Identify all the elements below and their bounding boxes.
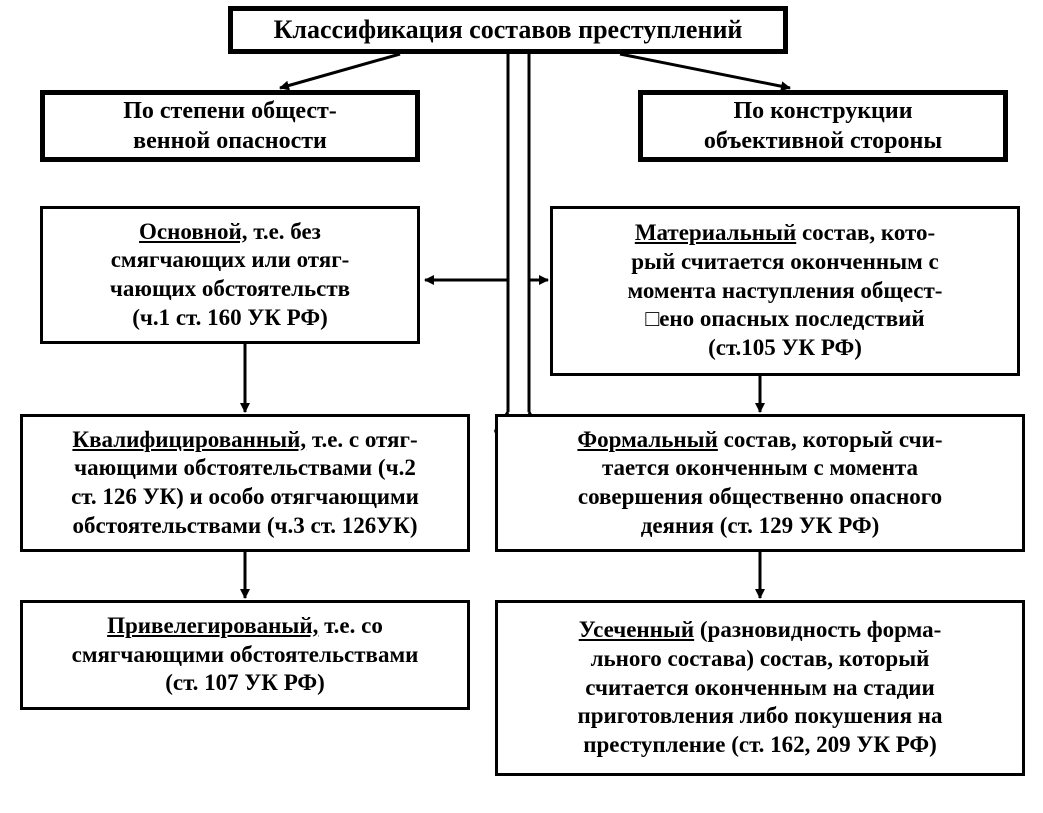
- l2-l4: обстоятельствами (ч.3 ст. 126УК): [73, 513, 418, 538]
- node-left-3: Привелегированый, т.е. со смягчающими об…: [20, 600, 470, 710]
- left-cat-line1: По степени общест-: [123, 98, 337, 124]
- r3-l3: считается оконченным на стадии: [585, 675, 934, 700]
- l1-rest1: т.е. без: [248, 219, 321, 244]
- r1-under: Материальный: [635, 220, 796, 245]
- r3-l4: приготовления либо покушения на: [577, 703, 942, 728]
- r1-l4: □ено опасных последствий: [645, 306, 924, 331]
- r3-under: Усеченный: [579, 617, 694, 642]
- r2-l3: совершения общественно опасного: [578, 484, 942, 509]
- l2-l2: чающими обстоятельствами (ч.2: [74, 455, 416, 480]
- r3-rest1: (разновидность форма-: [694, 617, 941, 642]
- l1-l3: чающих обстоятельств: [110, 276, 350, 301]
- l1-l2: смягчающих или отяг-: [111, 247, 350, 272]
- r2-rest1: состав, который счи-: [718, 427, 943, 452]
- r3-l5: преступление (ст. 162, 209 УК РФ): [583, 732, 937, 757]
- r2-l2: тается оконченным с момента: [602, 455, 918, 480]
- l3-rest1: т.е. со: [318, 613, 383, 638]
- l3-l2: смягчающими обстоятельствами: [72, 642, 419, 667]
- r2-l4: деяния (ст. 129 УК РФ): [641, 513, 880, 538]
- r1-l2: рый считается оконченным с: [631, 249, 938, 274]
- r1-rest1: состав, кото-: [796, 220, 935, 245]
- l1-l4: (ч.1 ст. 160 УК РФ): [132, 305, 328, 330]
- r1-l3: момента наступления общест-: [628, 278, 943, 303]
- l3-under: Привелегированый,: [107, 613, 318, 638]
- right-cat-line2: объективной стороны: [704, 128, 942, 154]
- node-right-3: Усеченный (разновидность форма- льного с…: [495, 600, 1025, 776]
- node-category-left: По степени общест- венной опасности: [40, 90, 420, 162]
- l2-l3: ст. 126 УК) и особо отягчающими: [71, 484, 419, 509]
- l1-under: Основной,: [139, 219, 247, 244]
- node-category-right: По конструкции объективной стороны: [638, 90, 1008, 162]
- diagram-canvas: Классификация составов преступлений По с…: [0, 0, 1043, 813]
- node-left-2: Квалифицированный, т.е. с отяг- чающими …: [20, 414, 470, 552]
- r2-under: Формальный: [577, 427, 717, 452]
- l2-rest1: т.е. с отяг-: [306, 427, 417, 452]
- right-cat-line1: По конструкции: [733, 98, 912, 124]
- root-text: Классификация составов преступлений: [274, 15, 743, 44]
- node-right-1: Материальный состав, кото- рый считается…: [550, 206, 1020, 376]
- node-left-1: Основной, т.е. без смягчающих или отяг- …: [40, 206, 420, 344]
- node-root-title: Классификация составов преступлений: [228, 6, 788, 54]
- node-right-2: Формальный состав, который счи- тается о…: [495, 414, 1025, 552]
- r1-l5: (ст.105 УК РФ): [708, 335, 862, 360]
- left-cat-line2: венной опасности: [133, 128, 327, 154]
- r3-l2: льного состава) состав, который: [591, 646, 930, 671]
- l3-l3: (ст. 107 УК РФ): [165, 670, 325, 695]
- l2-under: Квалифицированный,: [72, 427, 306, 452]
